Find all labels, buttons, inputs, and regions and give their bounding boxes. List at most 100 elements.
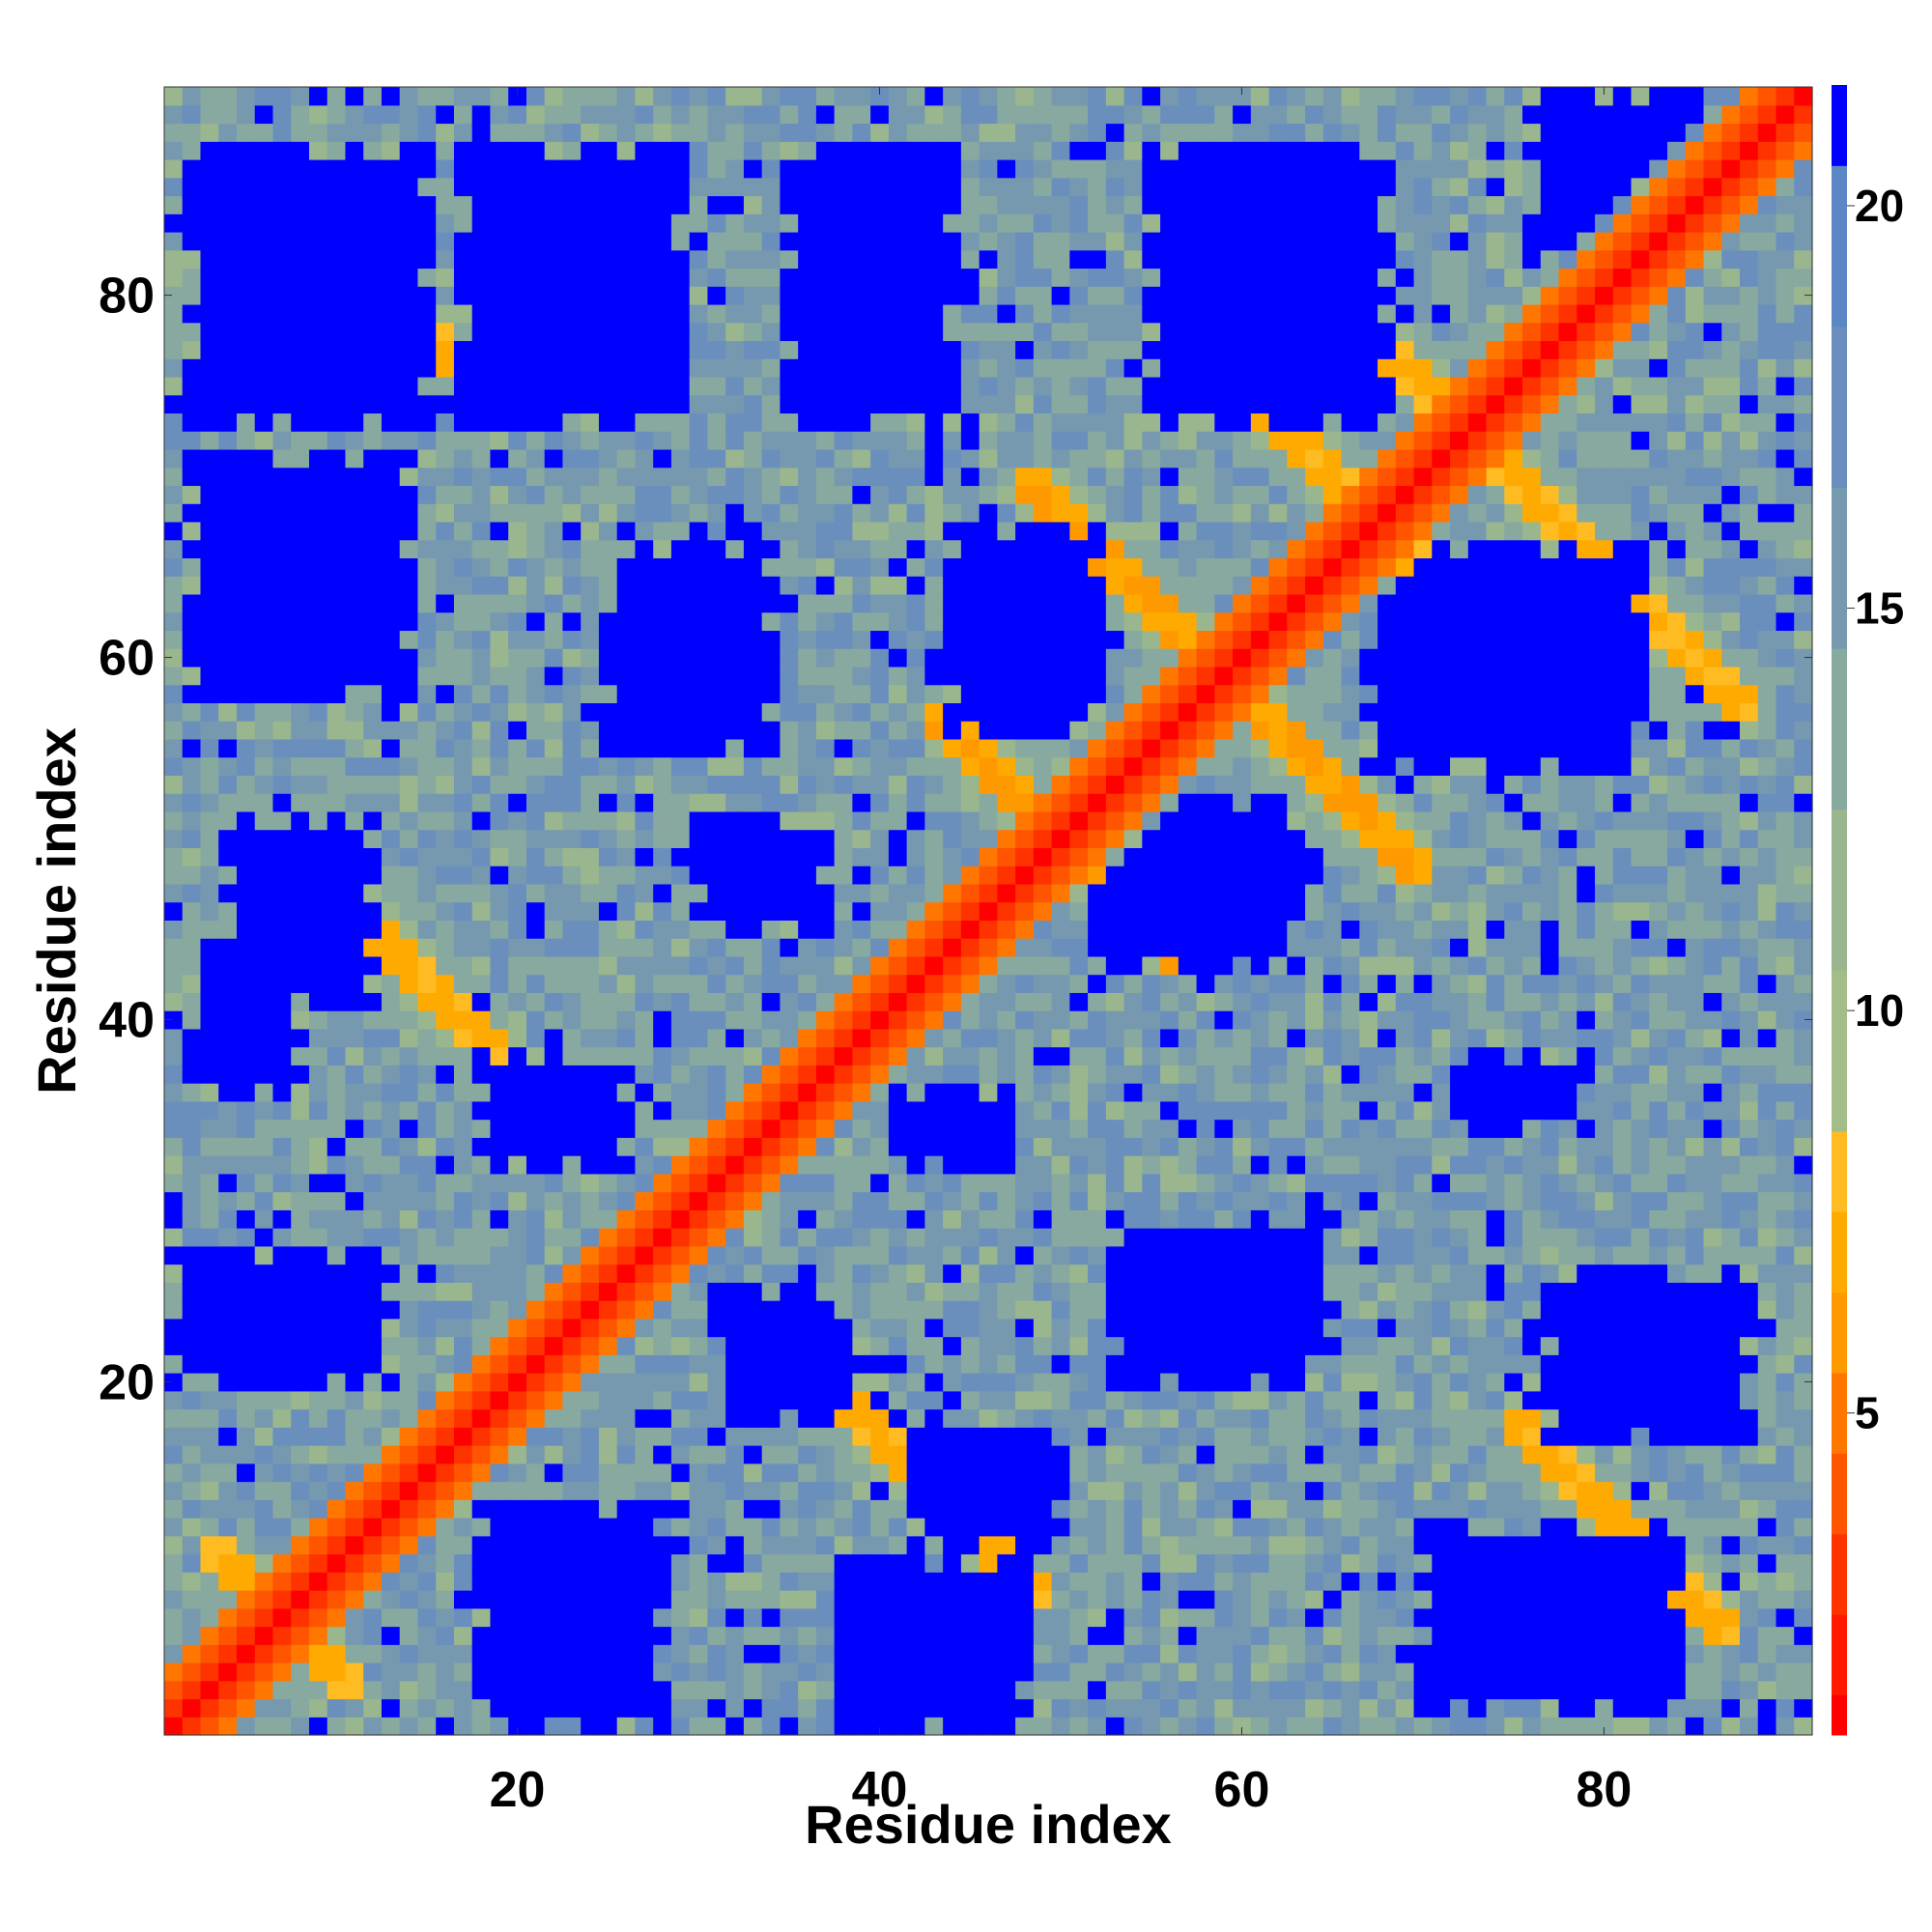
- heatmap-cell: [725, 593, 745, 613]
- heatmap-cell: [707, 992, 726, 1011]
- heatmap-cell: [490, 1698, 509, 1718]
- heatmap-cell: [453, 431, 473, 450]
- heatmap-cell: [1142, 593, 1161, 613]
- heatmap-cell: [345, 1264, 364, 1283]
- heatmap-cell: [1105, 195, 1125, 214]
- heatmap-cell: [725, 177, 745, 197]
- heatmap-cell: [254, 557, 274, 577]
- heatmap-cell: [761, 1427, 781, 1446]
- heatmap-cell: [670, 793, 691, 812]
- heatmap-cell: [417, 829, 437, 848]
- heatmap-cell: [1015, 467, 1035, 487]
- heatmap-cell: [689, 1318, 709, 1338]
- heatmap-cell: [254, 231, 274, 251]
- heatmap-cell: [1051, 1010, 1070, 1030]
- heatmap-cell: [1015, 412, 1035, 432]
- heatmap-cell: [943, 123, 962, 142]
- heatmap-cell: [960, 1445, 980, 1464]
- heatmap-cell: [1142, 394, 1161, 414]
- heatmap-cell: [490, 901, 509, 921]
- heatmap-cell: [1088, 1173, 1107, 1193]
- heatmap-cell: [562, 412, 582, 432]
- heatmap-cell: [363, 249, 383, 270]
- heatmap-cell: [979, 340, 998, 359]
- heatmap-cell: [906, 1662, 925, 1682]
- heatmap-cell: [508, 1445, 527, 1464]
- heatmap-cell: [291, 1698, 310, 1718]
- heatmap-cell: [1033, 557, 1053, 577]
- heatmap-cell: [888, 1065, 908, 1084]
- heatmap-cell: [327, 539, 347, 559]
- heatmap-cell: [581, 1264, 600, 1283]
- heatmap-cell: [852, 810, 871, 831]
- heatmap-cell: [1088, 1499, 1107, 1519]
- heatmap-cell: [254, 195, 274, 214]
- heatmap-cell: [254, 1046, 274, 1065]
- heatmap-cell: [164, 141, 184, 160]
- heatmap-cell: [308, 920, 328, 939]
- heatmap-cell: [363, 648, 383, 668]
- heatmap-cell: [164, 738, 184, 758]
- heatmap-cell: [780, 177, 799, 197]
- heatmap-cell: [743, 431, 763, 450]
- heatmap-cell: [707, 793, 726, 812]
- heatmap-cell: [689, 104, 709, 125]
- heatmap-cell: [272, 1518, 292, 1537]
- heatmap-cell: [345, 1318, 364, 1338]
- heatmap-cell: [852, 630, 871, 649]
- heatmap-cell: [798, 1336, 817, 1355]
- heatmap-cell: [598, 920, 618, 939]
- heatmap-cell: [997, 376, 1016, 396]
- heatmap-cell: [1142, 1318, 1161, 1338]
- heatmap-cell: [471, 955, 492, 976]
- heatmap-cell: [906, 648, 925, 668]
- heatmap-cell: [1051, 1553, 1070, 1573]
- heatmap-cell: [870, 104, 890, 125]
- heatmap-cell: [943, 1010, 962, 1030]
- heatmap-cell: [218, 303, 238, 324]
- heatmap-cell: [254, 756, 274, 776]
- heatmap-cell: [508, 340, 527, 359]
- heatmap-cell: [471, 829, 492, 848]
- heatmap-cell: [852, 158, 871, 179]
- heatmap-cell: [182, 467, 202, 487]
- heatmap-cell: [254, 630, 274, 649]
- heatmap-cell: [943, 448, 962, 469]
- heatmap-cell: [924, 1463, 944, 1483]
- heatmap-cell: [598, 268, 618, 287]
- heatmap-cell: [997, 1209, 1016, 1229]
- heatmap-cell: [979, 1318, 998, 1338]
- heatmap-cell: [327, 1228, 347, 1247]
- heatmap-cell: [1015, 141, 1035, 160]
- heatmap-cell: [870, 1137, 890, 1156]
- heatmap-cell: [598, 1518, 618, 1537]
- heatmap-cell: [870, 1083, 890, 1102]
- heatmap-cell: [471, 1209, 492, 1229]
- heatmap-cell: [1015, 829, 1035, 848]
- heatmap-cell: [272, 847, 292, 867]
- heatmap-cell: [1015, 576, 1035, 595]
- heatmap-cell: [200, 1408, 219, 1428]
- heatmap-cell: [218, 666, 238, 686]
- heatmap-cell: [291, 213, 310, 233]
- heatmap-cell: [1142, 756, 1161, 776]
- heatmap-cell: [1069, 87, 1089, 106]
- heatmap-cell: [254, 702, 274, 722]
- heatmap-cell: [544, 286, 564, 305]
- heatmap-cell: [979, 1209, 998, 1229]
- heatmap-cell: [526, 1046, 546, 1065]
- heatmap-cell: [1088, 394, 1107, 414]
- heatmap-cell: [761, 775, 781, 794]
- heatmap-cell: [164, 1644, 184, 1663]
- heatmap-cell: [272, 1354, 292, 1374]
- heatmap-cell: [1088, 866, 1107, 885]
- heatmap-cell: [852, 593, 871, 613]
- heatmap-cell: [906, 866, 925, 885]
- heatmap-cell: [345, 1354, 364, 1374]
- heatmap-cell: [544, 1137, 564, 1156]
- heatmap-cell: [780, 231, 799, 251]
- heatmap-cell: [997, 1373, 1016, 1392]
- heatmap-cell: [997, 485, 1016, 504]
- heatmap-cell: [870, 303, 890, 324]
- heatmap-cell: [200, 231, 219, 251]
